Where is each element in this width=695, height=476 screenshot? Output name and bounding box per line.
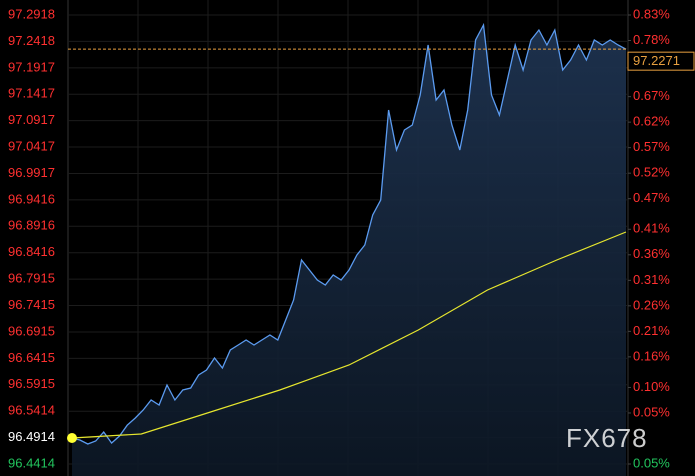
y-tick-label: 96.4914: [8, 429, 55, 444]
last-price-label: 97.2271: [633, 53, 680, 68]
y-tick-label: 97.1417: [8, 86, 55, 101]
watermark: FX678: [566, 423, 648, 453]
y2-tick-label: 0.83%: [633, 6, 670, 21]
y-tick-label: 97.0417: [8, 138, 55, 153]
y2-tick-label: 0.05%: [633, 404, 670, 419]
y2-tick-label: 0.05%: [633, 455, 670, 470]
y-tick-label: 96.8916: [8, 218, 55, 233]
y-tick-label: 96.5414: [8, 403, 55, 418]
y2-tick-label: 0.62%: [633, 114, 670, 129]
y2-tick-label: 0.57%: [633, 139, 670, 154]
y2-tick-label: 0.31%: [633, 272, 670, 287]
y-tick-label: 96.9917: [8, 165, 55, 180]
average-line: [71, 231, 627, 439]
y-tick-label: 96.4414: [8, 455, 55, 470]
y2-tick-label: 0.67%: [633, 88, 670, 103]
y2-tick-label: 0.78%: [633, 32, 670, 47]
y-tick-label: 97.0917: [8, 112, 55, 127]
y2-tick-label: 0.26%: [633, 297, 670, 312]
y2-tick-label: 0.47%: [633, 190, 670, 205]
y-tick-label: 97.2418: [8, 33, 55, 48]
y-tick-label: 96.5915: [8, 376, 55, 391]
y-tick-label: 96.7415: [8, 297, 55, 312]
y-tick-label: 96.9416: [8, 191, 55, 206]
price-area: [72, 25, 626, 476]
y2-tick-label: 0.21%: [633, 323, 670, 338]
last-price-box: [627, 51, 695, 71]
y2-tick-label: 0.41%: [633, 221, 670, 236]
y2-tick-label: 0.16%: [633, 348, 670, 363]
y2-tick-label: 0.36%: [633, 246, 670, 261]
y-tick-label: 96.8416: [8, 244, 55, 259]
y2-tick-label: 0.10%: [633, 379, 670, 394]
y2-tick-label: 0.52%: [633, 165, 670, 180]
y-tick-label: 97.2918: [8, 6, 55, 21]
y-tick-label: 97.1917: [8, 59, 55, 74]
y-tick-label: 96.6415: [8, 350, 55, 365]
y-tick-label: 96.7915: [8, 271, 55, 286]
start-dot: [67, 433, 77, 444]
price-line: [71, 22, 627, 445]
y-tick-label: 96.6915: [8, 323, 55, 338]
